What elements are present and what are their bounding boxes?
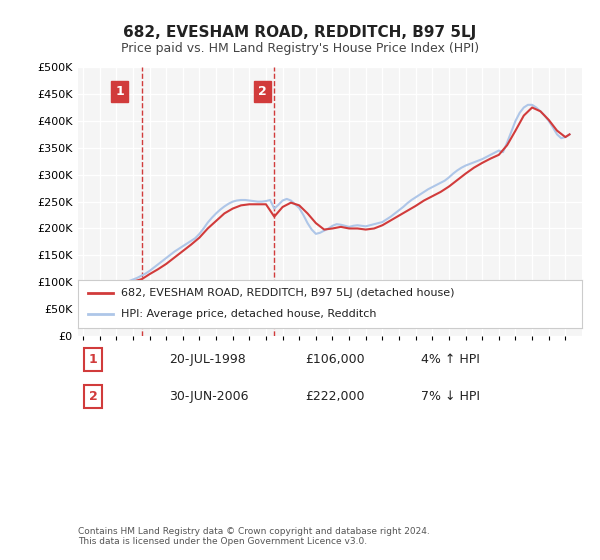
Text: Contains HM Land Registry data © Crown copyright and database right 2024.
This d: Contains HM Land Registry data © Crown c…	[78, 526, 430, 546]
Text: 2: 2	[258, 85, 267, 98]
Text: 2: 2	[89, 390, 97, 403]
Text: 1: 1	[115, 85, 124, 98]
Text: 4% ↑ HPI: 4% ↑ HPI	[421, 353, 479, 366]
Text: Price paid vs. HM Land Registry's House Price Index (HPI): Price paid vs. HM Land Registry's House …	[121, 42, 479, 55]
Text: 682, EVESHAM ROAD, REDDITCH, B97 5LJ (detached house): 682, EVESHAM ROAD, REDDITCH, B97 5LJ (de…	[121, 288, 454, 298]
Text: HPI: Average price, detached house, Redditch: HPI: Average price, detached house, Redd…	[121, 309, 376, 319]
Text: £222,000: £222,000	[305, 390, 364, 403]
Text: 7% ↓ HPI: 7% ↓ HPI	[421, 390, 480, 403]
Text: 682, EVESHAM ROAD, REDDITCH, B97 5LJ: 682, EVESHAM ROAD, REDDITCH, B97 5LJ	[124, 25, 476, 40]
Text: 30-JUN-2006: 30-JUN-2006	[169, 390, 248, 403]
Text: 20-JUL-1998: 20-JUL-1998	[169, 353, 245, 366]
Text: 1: 1	[89, 353, 97, 366]
Text: £106,000: £106,000	[305, 353, 364, 366]
